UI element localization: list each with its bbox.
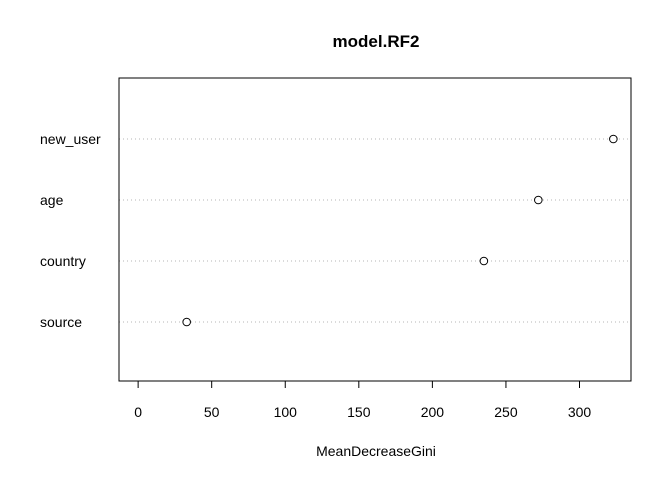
data-point [479, 256, 489, 266]
x-tick-label: 300 [568, 404, 592, 420]
x-tick-label: 50 [204, 404, 220, 420]
x-tick-label: 250 [494, 404, 518, 420]
y-label: age [40, 192, 64, 208]
y-label: new_user [40, 131, 101, 147]
data-point [534, 195, 543, 205]
x-tick-label: 200 [421, 404, 445, 420]
x-tick-label: 0 [134, 404, 142, 420]
y-label: country [40, 253, 86, 269]
data-point [609, 134, 618, 144]
x-tick-label: 100 [274, 404, 298, 420]
points [182, 134, 618, 327]
x-tick-label: 150 [347, 404, 371, 420]
data-point [182, 317, 191, 327]
chart-title: model.RF2 [333, 32, 420, 51]
y-label: source [40, 314, 82, 330]
guide-lines [119, 138, 631, 323]
x-axis-label: MeanDecreaseGini [316, 443, 436, 459]
x-axis: 0 50 100 150 200 250 300 [134, 380, 592, 420]
